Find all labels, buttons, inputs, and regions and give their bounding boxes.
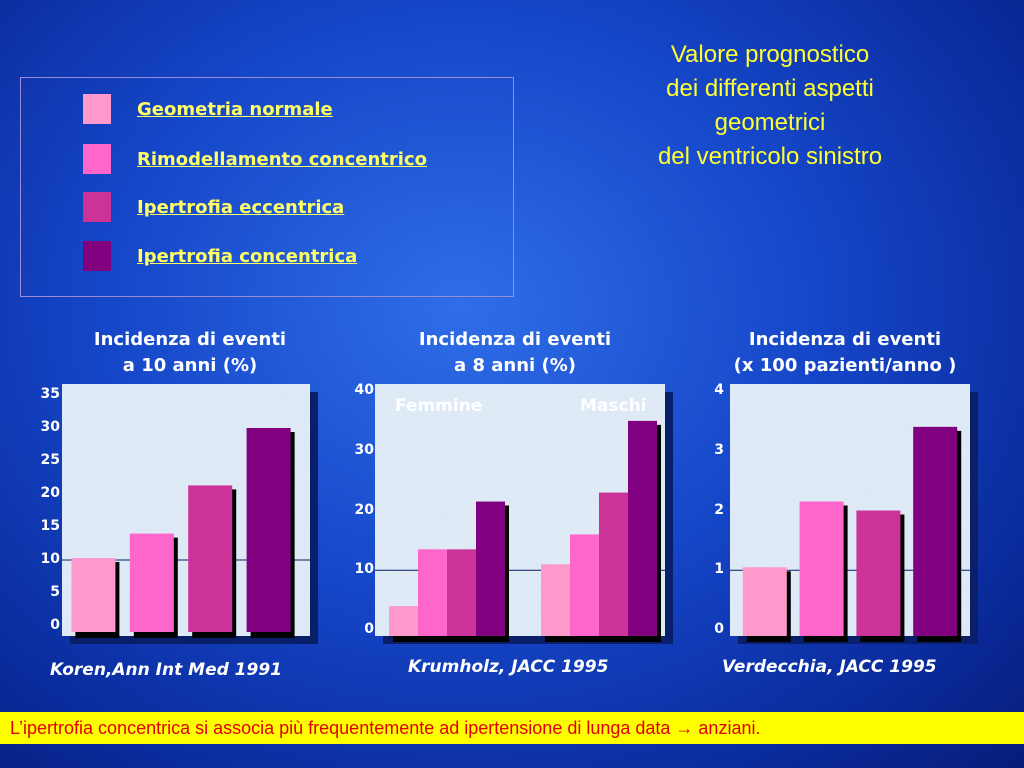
- y-tick-label: 25: [40, 452, 60, 468]
- legend-label[interactable]: Rimodellamento concentrico: [137, 148, 427, 170]
- bar: [71, 558, 116, 632]
- bar: [418, 549, 447, 636]
- bar: [599, 492, 628, 636]
- group-label: Femmine: [395, 396, 482, 416]
- title-line: Incidenza di eventi: [93, 329, 287, 350]
- title-line: a 10 anni (%): [122, 355, 258, 376]
- bar: [389, 606, 418, 636]
- title-line: geometrici: [714, 109, 826, 136]
- y-tick-label: 10: [40, 551, 60, 567]
- y-tick-label: 2: [714, 501, 724, 518]
- title-line: dei differenti aspetti: [666, 75, 874, 102]
- y-tick-label: 4: [714, 382, 724, 398]
- legend-label[interactable]: Ipertrofia concentrica: [137, 245, 358, 267]
- bar: [129, 533, 174, 632]
- legend-swatch: [83, 94, 111, 124]
- title-line: Incidenza di eventi: [418, 329, 612, 350]
- y-tick-label: 5: [50, 584, 60, 600]
- title-line: Incidenza di eventi: [748, 329, 942, 350]
- title-line: Valore prognostico: [670, 41, 870, 68]
- bar: [742, 567, 787, 636]
- slide-title: Valore prognostico dei differenti aspett…: [600, 38, 940, 174]
- legend-swatch: [83, 144, 111, 174]
- legend-label[interactable]: Geometria normale: [137, 98, 333, 120]
- legend-swatch: [83, 241, 111, 271]
- bar: [476, 501, 505, 636]
- bar: [447, 549, 476, 636]
- title-line: (x 100 pazienti/anno ): [733, 355, 957, 376]
- y-tick-label: 0: [364, 621, 374, 637]
- chart2-citation: Krumholz, JACC 1995: [408, 657, 609, 677]
- bar: [913, 426, 958, 636]
- legend-item: Rimodellamento concentrico: [83, 144, 427, 174]
- y-tick-label: 35: [40, 386, 60, 402]
- y-tick-label: 0: [714, 621, 724, 637]
- legend-item: Ipertrofia concentrica: [83, 241, 357, 271]
- title-line: a 8 anni (%): [454, 355, 576, 376]
- y-tick-label: 20: [40, 485, 60, 501]
- y-tick-label: 1: [714, 561, 724, 578]
- footer-note: L’ipertrofia concentrica si associa più …: [0, 712, 1024, 744]
- y-tick-label: 40: [354, 382, 374, 398]
- chart3-citation: Verdecchia, JACC 1995: [722, 657, 937, 677]
- y-tick-label: 30: [40, 419, 60, 435]
- bar: [246, 428, 291, 632]
- y-tick-label: 3: [714, 441, 724, 458]
- legend-item: Ipertrofia eccentrica: [83, 192, 344, 222]
- legend-label[interactable]: Ipertrofia eccentrica: [137, 196, 345, 218]
- y-tick-label: 10: [354, 561, 374, 578]
- bar: [570, 534, 599, 636]
- y-tick-label: 15: [40, 518, 60, 534]
- y-tick-label: 0: [50, 617, 60, 633]
- chart1-citation: Koren,Ann Int Med 1991: [50, 660, 282, 680]
- legend: Geometria normale Rimodellamento concent…: [20, 77, 514, 297]
- bar: [628, 420, 657, 636]
- chart3-title: Incidenza di eventi (x 100 pazienti/anno …: [690, 327, 1000, 379]
- legend-swatch: [83, 192, 111, 222]
- legend-item: Geometria normale: [83, 94, 333, 124]
- y-tick-label: 30: [354, 441, 374, 458]
- bar: [188, 485, 233, 632]
- group-label: Maschi: [580, 396, 647, 416]
- bar: [799, 501, 844, 636]
- chart1-title: Incidenza di eventi a 10 anni (%): [40, 327, 340, 379]
- chart2-title: Incidenza di eventi a 8 anni (%): [365, 327, 665, 379]
- bar: [541, 564, 570, 636]
- title-line: del ventricolo sinistro: [657, 143, 883, 170]
- bar: [856, 510, 901, 636]
- y-tick-label: 20: [354, 501, 374, 518]
